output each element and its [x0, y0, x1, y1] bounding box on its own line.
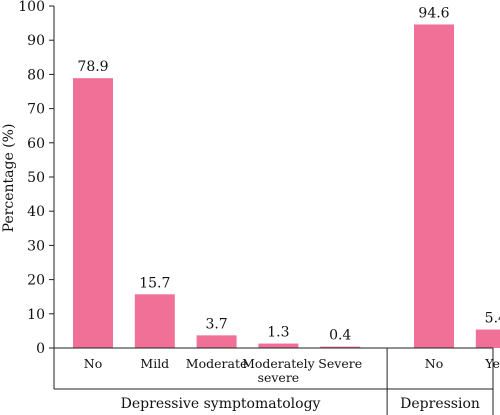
bar-value-label: 3.7: [205, 316, 227, 332]
x-category-label: No: [84, 356, 102, 371]
x-category-label-line: Moderately: [242, 356, 316, 371]
x-category-label: No: [425, 356, 443, 371]
bar: [134, 294, 175, 348]
y-axis-title: Percentage (%): [1, 124, 17, 233]
y-tick-label: 0: [36, 341, 45, 357]
y-tick-label: 80: [27, 67, 45, 83]
x-category-label: Yes: [484, 356, 500, 371]
x-category-label-line: Moderate: [186, 356, 248, 371]
x-category-label-line: Mild: [140, 356, 169, 371]
bar: [475, 329, 500, 348]
bar: [320, 346, 361, 348]
bar: [258, 343, 299, 348]
x-category-label: Severe: [318, 356, 362, 371]
bar: [196, 335, 237, 348]
bar-value-label: 5.4: [485, 311, 500, 327]
y-tick-label: 20: [27, 273, 45, 289]
bar: [414, 24, 454, 349]
x-category-label-line: severe: [258, 370, 300, 385]
x-group-label: Depressive symptomatology: [121, 396, 321, 412]
bar-value-label: 94.6: [418, 5, 449, 21]
y-tick-label: 100: [18, 0, 45, 15]
bar-value-label: 78.9: [77, 59, 108, 75]
y-tick-label: 50: [27, 170, 45, 186]
x-category-label: Mild: [140, 356, 169, 371]
y-axis: 0 10 20 30 40 50 60 70 80 90 100: [18, 0, 55, 389]
y-tick-label: 30: [27, 238, 45, 254]
y-tick-label: 10: [27, 307, 45, 323]
x-group-label: Depression: [400, 396, 480, 412]
bars: 78.9 15.7 3.7 1.3 0.4 94.6 5.4: [73, 5, 500, 349]
x-category-label-line: Yes: [484, 356, 500, 371]
x-category-label-line: No: [425, 356, 443, 371]
y-tick-label: 70: [27, 102, 45, 118]
x-category-label: Moderately severe: [242, 356, 316, 385]
y-tick-label: 90: [27, 33, 45, 49]
y-tick-label: 60: [27, 136, 45, 152]
y-tick-label: 40: [27, 204, 45, 220]
bar-value-label: 1.3: [267, 325, 289, 341]
x-category-label: Moderate: [186, 356, 248, 371]
bar-value-label: 0.4: [329, 328, 351, 344]
x-category-label-line: Severe: [318, 356, 362, 371]
bar: [73, 78, 113, 349]
bar-value-label: 15.7: [139, 275, 170, 291]
x-category-label-line: No: [84, 356, 102, 371]
